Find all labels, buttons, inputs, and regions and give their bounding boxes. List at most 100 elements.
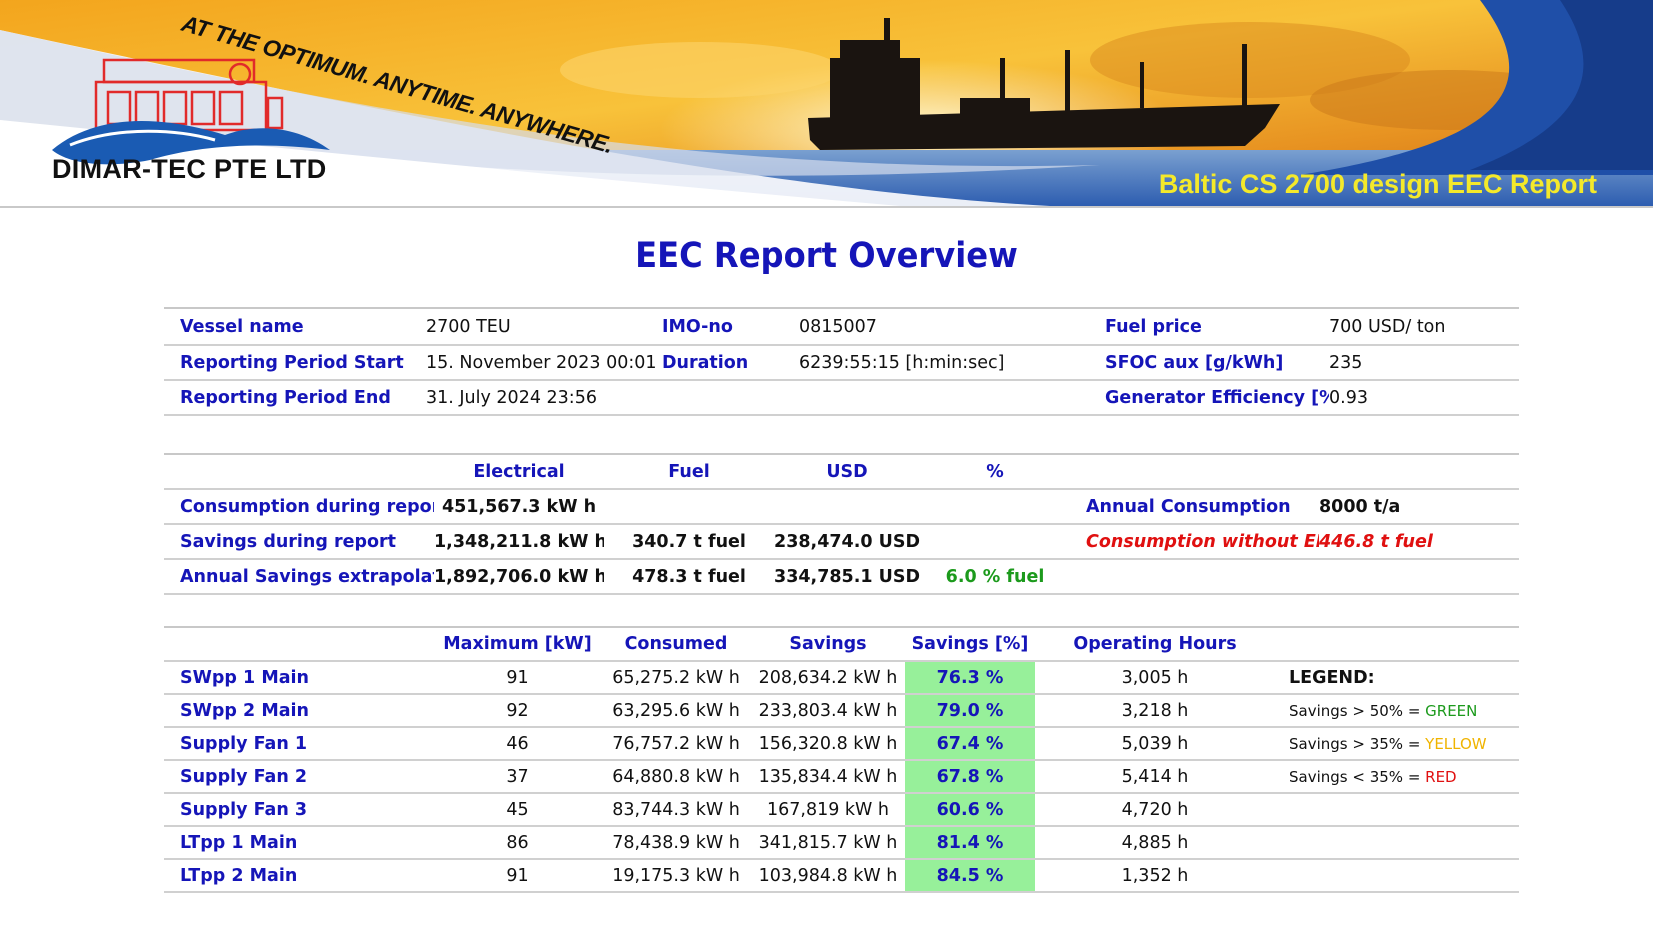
annual-savings-percent: 6.0 % fuel xyxy=(945,566,1045,587)
summary-row: Annual Savings extrapolated 1,892,706.0 … xyxy=(164,559,1519,594)
vessel-info-row: Reporting Period End 31. July 2024 23:56… xyxy=(164,380,1519,415)
equipment-maximum: 91 xyxy=(506,865,529,886)
equipment-savings: 208,634.2 kW h xyxy=(758,667,898,688)
equipment-savings-percent: 84.5 % xyxy=(905,859,1035,892)
report-title: Baltic CS 2700 design EEC Report xyxy=(1158,169,1597,199)
imo-label: IMO-no xyxy=(662,316,733,337)
vessel-name-value: 2700 TEU xyxy=(426,316,511,337)
percent-header: % xyxy=(986,461,1004,482)
equipment-name: Supply Fan 3 xyxy=(180,799,308,820)
equipment-maximum: 91 xyxy=(506,667,529,688)
equipment-name: SWpp 2 Main xyxy=(180,700,310,721)
period-end-label: Reporting Period End xyxy=(180,387,391,408)
header-banner: AT THE OPTIMUM. ANYTIME. ANYWHERE. DIMAR… xyxy=(0,0,1653,208)
without-eec-label: Consumption without EEC xyxy=(1086,531,1319,552)
equipment-savings: 341,815.7 kW h xyxy=(758,832,898,853)
savings-fuel: 340.7 t fuel xyxy=(632,531,746,552)
consumption-electrical: 451,567.3 kW h xyxy=(441,496,597,517)
equipment-operating-hours: 4,885 h xyxy=(1121,832,1189,853)
electrical-header: Electrical xyxy=(473,461,565,482)
equipment-row: LTpp 1 Main 86 78,438.9 kW h 341,815.7 k… xyxy=(164,826,1519,859)
consumption-label: Consumption during report xyxy=(180,496,434,517)
equipment-consumed: 76,757.2 kW h xyxy=(612,733,740,754)
equipment-savings-percent: 60.6 % xyxy=(905,793,1035,826)
equipment-savings: 103,984.8 kW h xyxy=(758,865,898,886)
equipment-maximum: 86 xyxy=(506,832,529,853)
equipment-maximum: 45 xyxy=(506,799,529,820)
vessel-info-row: Vessel name 2700 TEU IMO-no 0815007 Fuel… xyxy=(164,308,1519,345)
legend-green-word: GREEN xyxy=(1425,701,1478,720)
equipment-name: LTpp 1 Main xyxy=(180,832,298,853)
equipment-maximum: 46 xyxy=(506,733,529,754)
legend-red-rule: Savings < 35% = xyxy=(1289,767,1426,786)
ship-silhouette xyxy=(808,18,1280,150)
equipment-table: Maximum [kW] Consumed Savings Savings [%… xyxy=(164,626,1519,893)
legend-green-rule: Savings > 50% = xyxy=(1289,701,1426,720)
fuel-header: Fuel xyxy=(668,461,710,482)
savings-label: Savings during report xyxy=(180,531,397,552)
sfoc-value: 235 xyxy=(1329,352,1363,373)
equipment-name: LTpp 2 Main xyxy=(180,865,298,886)
operating-hours-header: Operating Hours xyxy=(1073,634,1237,654)
equipment-savings-percent: 79.0 % xyxy=(905,694,1035,727)
banner-background-image xyxy=(0,0,1653,206)
annual-savings-label: Annual Savings extrapolated xyxy=(180,566,434,587)
equipment-row: SWpp 2 Main 92 63,295.6 kW h 233,803.4 k… xyxy=(164,694,1519,727)
annual-savings-electrical: 1,892,706.0 kW h xyxy=(434,566,604,587)
equipment-name: Supply Fan 1 xyxy=(180,733,308,754)
imo-value: 0815007 xyxy=(799,316,877,337)
equipment-consumed: 64,880.8 kW h xyxy=(612,766,740,787)
equipment-savings: 156,320.8 kW h xyxy=(758,733,898,754)
summary-row: Consumption during report 451,567.3 kW h… xyxy=(164,489,1519,524)
equipment-operating-hours: 3,218 h xyxy=(1121,700,1189,721)
period-start-label: Reporting Period Start xyxy=(180,352,404,373)
equipment-consumed: 65,275.2 kW h xyxy=(612,667,740,688)
equipment-savings-percent: 81.4 % xyxy=(905,826,1035,859)
equipment-savings: 233,803.4 kW h xyxy=(758,700,898,721)
summary-header-row: Electrical Fuel USD % xyxy=(164,454,1519,489)
equipment-consumed: 19,175.3 kW h xyxy=(612,865,740,886)
equipment-operating-hours: 1,352 h xyxy=(1121,865,1189,886)
annual-consumption-label: Annual Consumption xyxy=(1086,496,1291,517)
maximum-header: Maximum [kW] xyxy=(443,634,592,654)
equipment-row: Supply Fan 3 45 83,744.3 kW h 167,819 kW… xyxy=(164,793,1519,826)
generator-efficiency-label: Generator Efficiency [%] xyxy=(1105,387,1329,408)
legend-yellow-word: YELLOW xyxy=(1425,734,1487,753)
vessel-info-row: Reporting Period Start 15. November 2023… xyxy=(164,345,1519,380)
equipment-consumed: 83,744.3 kW h xyxy=(612,799,740,820)
equipment-consumed: 78,438.9 kW h xyxy=(612,832,740,853)
company-name: DIMAR-TEC PTE LTD xyxy=(52,154,327,184)
legend-yellow: Savings > 35% = YELLOW xyxy=(1275,727,1519,760)
equipment-savings-percent: 76.3 % xyxy=(905,661,1035,694)
savings-usd: 238,474.0 USD xyxy=(774,531,920,552)
equipment-operating-hours: 4,720 h xyxy=(1121,799,1189,820)
usd-header: USD xyxy=(826,461,868,482)
equipment-savings: 135,834.4 kW h xyxy=(758,766,898,787)
equipment-row: Supply Fan 1 46 76,757.2 kW h 156,320.8 … xyxy=(164,727,1519,760)
annual-savings-fuel: 478.3 t fuel xyxy=(632,566,746,587)
equipment-operating-hours: 5,039 h xyxy=(1121,733,1189,754)
equipment-savings-percent: 67.4 % xyxy=(905,727,1035,760)
savings-percent-header: Savings [%] xyxy=(911,634,1029,654)
equipment-savings: 167,819 kW h xyxy=(766,799,890,820)
summary-table: Electrical Fuel USD % Consumption during… xyxy=(164,453,1519,595)
equipment-row: SWpp 1 Main 91 65,275.2 kW h 208,634.2 k… xyxy=(164,661,1519,694)
vessel-name-label: Vessel name xyxy=(180,316,304,337)
annual-consumption-value: 8000 t/a xyxy=(1319,496,1401,517)
legend-yellow-rule: Savings > 35% = xyxy=(1289,734,1426,753)
period-start-value: 15. November 2023 00:01 xyxy=(426,352,657,373)
annual-savings-usd: 334,785.1 USD xyxy=(774,566,920,587)
vessel-info-table: Vessel name 2700 TEU IMO-no 0815007 Fuel… xyxy=(164,307,1519,416)
equipment-operating-hours: 3,005 h xyxy=(1121,667,1189,688)
equipment-savings-percent: 67.8 % xyxy=(905,760,1035,793)
legend-green: Savings > 50% = GREEN xyxy=(1275,694,1519,727)
fuel-price-label: Fuel price xyxy=(1105,316,1202,337)
legend-red: Savings < 35% = RED xyxy=(1275,760,1519,793)
legend-title: LEGEND: xyxy=(1289,667,1375,688)
consumed-header: Consumed xyxy=(624,634,728,654)
period-end-value: 31. July 2024 23:56 xyxy=(426,387,597,408)
duration-value: 6239:55:15 [h:min:sec] xyxy=(799,352,1005,373)
equipment-header-row: Maximum [kW] Consumed Savings Savings [%… xyxy=(164,627,1519,661)
duration-label: Duration xyxy=(662,352,749,373)
savings-header: Savings xyxy=(789,634,867,654)
